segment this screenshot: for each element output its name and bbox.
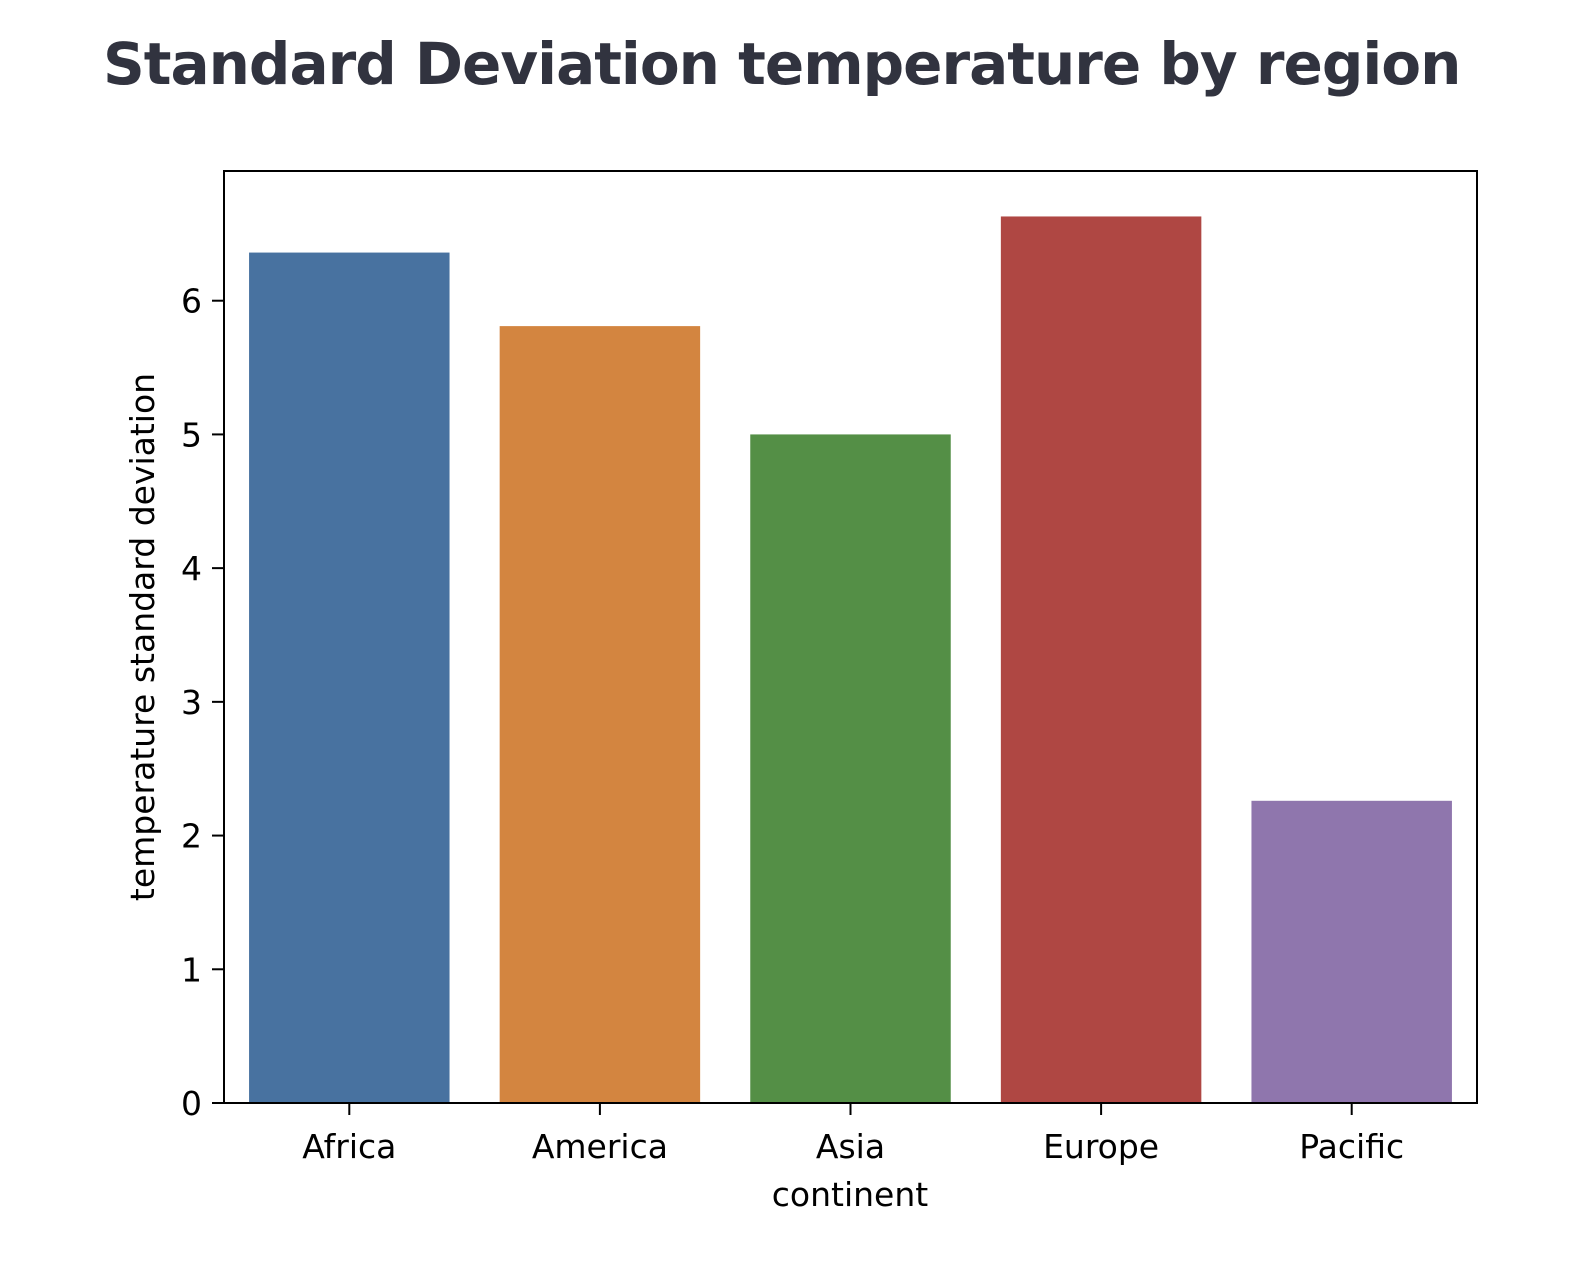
- y-tick-label: 2: [181, 817, 202, 856]
- bar-america: [499, 326, 701, 1103]
- x-ticks-group: Africa America Asia Europe Pacific: [302, 1103, 1404, 1166]
- y-tick-label: 1: [181, 950, 202, 989]
- x-tick-label: Africa: [302, 1127, 396, 1166]
- x-tick-label: Europe: [1043, 1127, 1159, 1166]
- page-title: Standard Deviation temperature by region: [103, 30, 1461, 98]
- y-ticks-group: 0 1 2 3 4 5 6: [181, 282, 224, 1123]
- x-tick-label: Asia: [816, 1127, 885, 1166]
- bar-pacific: [1251, 800, 1452, 1103]
- y-tick-label: 0: [181, 1084, 202, 1123]
- x-tick-label: America: [532, 1127, 668, 1166]
- bar-africa: [249, 252, 450, 1103]
- bar-asia: [750, 434, 951, 1103]
- y-tick-label: 5: [181, 415, 202, 454]
- bars-group: [249, 216, 1452, 1104]
- bar-europe: [1000, 216, 1202, 1104]
- y-tick-label: 3: [181, 683, 202, 722]
- y-axis-label: temperature standard deviation: [123, 373, 162, 901]
- y-tick-label: 4: [181, 549, 202, 588]
- x-tick-label: Pacific: [1299, 1127, 1404, 1166]
- y-tick-label: 6: [181, 282, 202, 321]
- x-axis-label: continent: [772, 1175, 928, 1214]
